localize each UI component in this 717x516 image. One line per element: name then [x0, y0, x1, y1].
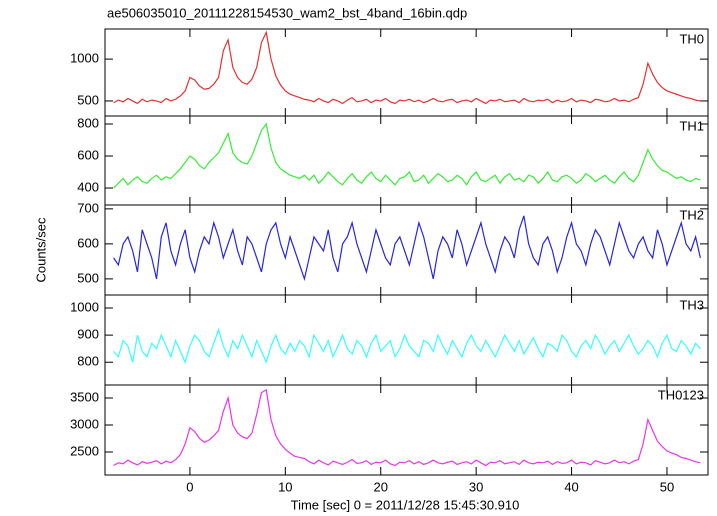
light-curve	[113, 388, 701, 467]
y-tick-label: 700	[77, 200, 99, 215]
x-tick-label: 30	[469, 479, 483, 494]
y-tick-label: 400	[77, 179, 99, 194]
y-tick-label: 2500	[70, 443, 99, 458]
x-tick-label: 50	[660, 479, 674, 494]
panel-label: TH1	[679, 118, 704, 133]
x-tick-label: 20	[374, 479, 388, 494]
light-curve	[113, 215, 701, 282]
light-curve	[113, 122, 701, 189]
panel-frame	[104, 28, 709, 117]
y-tick-label: 1000	[70, 299, 99, 314]
x-tick-label: 10	[278, 479, 292, 494]
y-tick-label: 1000	[70, 51, 99, 66]
y-tick-label: 500	[77, 270, 99, 285]
y-tick-label: 3000	[70, 416, 99, 431]
y-axis-label: Counts/sec	[33, 217, 48, 283]
panel-frame	[104, 384, 709, 476]
panel-label: TH3	[679, 297, 704, 312]
light-curve	[113, 327, 701, 364]
panel-label: TH0	[679, 31, 704, 46]
y-tick-label: 800	[77, 115, 99, 130]
y-tick-label: 500	[77, 92, 99, 107]
x-axis-label: Time [sec] 0 = 2011/12/28 15:45:30.910	[291, 497, 520, 512]
panel-frame	[104, 204, 709, 296]
chart-title: ae506035010_20111228154530_wam2_bst_4ban…	[107, 5, 467, 20]
light-curve	[113, 30, 701, 105]
y-tick-label: 3500	[70, 389, 99, 404]
panel-label: TH0123	[658, 387, 704, 402]
y-tick-label: 600	[77, 235, 99, 250]
x-tick-label: 0	[186, 479, 193, 494]
y-tick-label: 800	[77, 354, 99, 369]
x-tick-label: 40	[564, 479, 578, 494]
y-tick-label: 900	[77, 327, 99, 342]
y-tick-label: 600	[77, 147, 99, 162]
panel-label: TH2	[679, 207, 704, 222]
